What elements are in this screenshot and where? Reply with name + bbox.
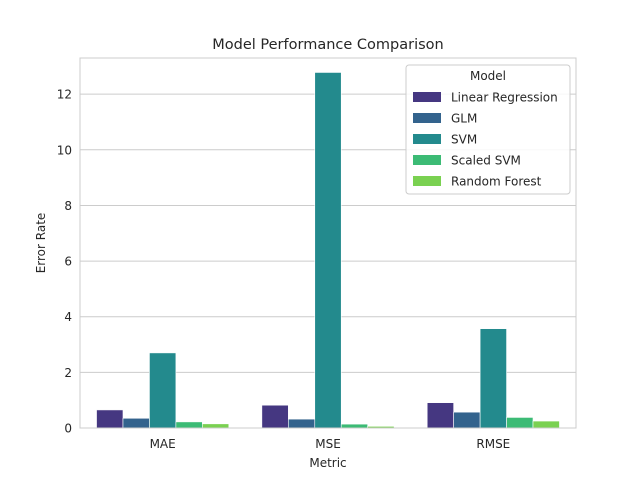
bar: [314, 72, 342, 429]
legend-label: SVM: [451, 133, 477, 147]
chart-title: Model Performance Comparison: [212, 37, 443, 53]
bar: [506, 417, 534, 429]
y-tick-label: 8: [64, 199, 72, 213]
bar: [122, 417, 150, 429]
y-axis-label: Error Rate: [34, 213, 48, 274]
bar: [453, 411, 481, 429]
y-tick-label: 12: [57, 88, 72, 102]
plot-frame: [79, 57, 577, 429]
legend-swatch: [413, 134, 441, 144]
legend-swatch: [413, 113, 441, 123]
y-tick-label: 2: [64, 366, 72, 380]
bar: [96, 409, 124, 429]
bar: [175, 421, 203, 429]
legend-label: Linear Regression: [451, 91, 558, 105]
legend-items: Linear Regression GLM SVM Scaled SVM Random …: [413, 91, 558, 189]
legend-label: Random Forest: [451, 175, 542, 189]
y-tick-label: 4: [64, 310, 72, 324]
x-tick-label: MSE: [315, 437, 341, 451]
x-tick-label: MAE: [150, 437, 176, 451]
legend-label: GLM: [451, 112, 477, 126]
y-tick-label: 0: [64, 422, 72, 436]
bar: [149, 352, 177, 429]
y-tick-label: 10: [57, 143, 72, 157]
x-tick-label: RMSE: [476, 437, 510, 451]
legend-title: Model: [470, 69, 506, 83]
bar: [532, 420, 560, 429]
legend-swatch: [413, 92, 441, 102]
legend-swatch: [413, 176, 441, 186]
legend-box: [405, 64, 571, 195]
legend-swatch: [413, 155, 441, 165]
bars: [96, 72, 560, 429]
bar: [261, 404, 289, 429]
x-axis-label: Metric: [309, 456, 346, 470]
legend: Model Linear Regression GLM SVM Scaled SVM R…: [405, 64, 571, 195]
tick-labels: 0 2 4 6 8 10 12 MAE MSE RMSE: [57, 88, 511, 451]
y-tick-label: 6: [64, 255, 72, 269]
bar: [479, 328, 507, 429]
legend-label: Scaled SVM: [451, 154, 521, 168]
bar: [426, 402, 454, 429]
bar: [202, 423, 230, 429]
bar: [288, 418, 316, 429]
bar: [340, 423, 368, 429]
